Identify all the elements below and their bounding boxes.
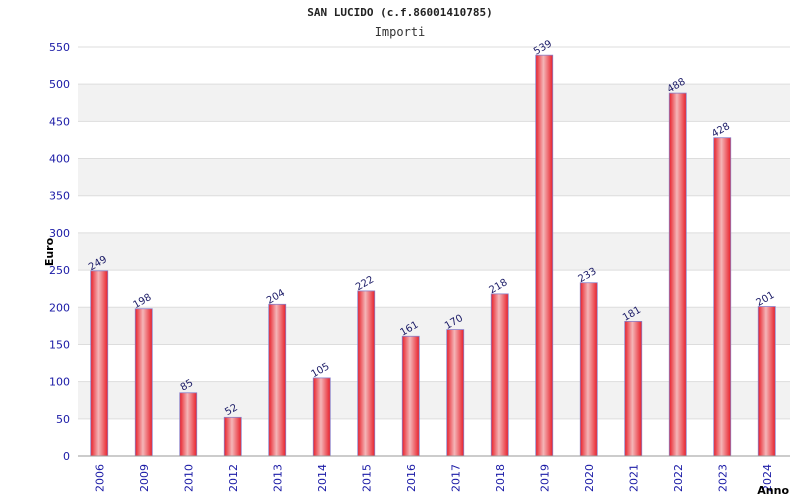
x-tick-label-2010: 2010 (182, 464, 195, 492)
chart-subtitle: Importi (374, 25, 426, 39)
y-tick-label: 350 (49, 190, 70, 203)
y-tick-label: 500 (49, 78, 70, 91)
y-tick-label: 400 (49, 153, 70, 166)
x-tick-label-2009: 2009 (138, 464, 151, 492)
data-label-2024: 201 (754, 290, 776, 309)
x-tick-label-2017: 2017 (449, 464, 462, 492)
bar-2024 (757, 306, 776, 457)
data-label-2014: 105 (309, 361, 331, 380)
data-label-2023: 428 (710, 121, 732, 140)
x-tick-label-2015: 2015 (360, 464, 373, 492)
x-tick-label-2019: 2019 (538, 464, 551, 492)
data-label-2015: 222 (354, 274, 376, 293)
chart-title: SAN LUCIDO (c.f.86001410785) (307, 6, 493, 19)
x-tick-label-2023: 2023 (716, 464, 729, 492)
x-tick-label-2021: 2021 (627, 464, 640, 492)
y-tick-label: 150 (49, 338, 70, 351)
x-tick-label-2022: 2022 (672, 464, 685, 492)
data-label-2018: 218 (487, 277, 509, 296)
bar-2012 (223, 416, 242, 457)
y-axis-label: Euro (43, 237, 56, 266)
bar-2014 (312, 377, 331, 457)
data-label-2019: 539 (532, 38, 554, 57)
data-label-2012: 52 (223, 402, 240, 418)
bar-2009 (134, 308, 153, 457)
x-tick-label-2020: 2020 (583, 464, 596, 492)
y-tick-label: 50 (56, 413, 70, 426)
bar-2018 (490, 293, 509, 457)
x-tick-label-2016: 2016 (405, 464, 418, 492)
x-tick-label-2024: 2024 (761, 464, 774, 492)
bar-2010 (179, 392, 198, 457)
bar-2021 (624, 321, 643, 457)
bar-2019 (535, 54, 554, 457)
y-tick-label: 100 (49, 376, 70, 389)
bar-2006 (90, 270, 109, 457)
x-axis-label: Anno (757, 484, 789, 497)
x-tick-label-2013: 2013 (271, 464, 284, 492)
bar-2023 (713, 137, 732, 457)
bar-2017 (446, 329, 465, 457)
y-tick-label: 200 (49, 301, 70, 314)
data-label-2013: 204 (265, 288, 287, 307)
x-tick-label-2006: 2006 (93, 464, 106, 492)
y-tick-label: 450 (49, 115, 70, 128)
bar-2013 (268, 303, 287, 457)
bar-2020 (579, 282, 598, 457)
bar-2022 (668, 92, 687, 457)
x-tick-label-2014: 2014 (316, 464, 329, 492)
x-tick-label-2012: 2012 (227, 464, 240, 492)
bar-2015 (357, 290, 376, 457)
y-tick-label: 250 (49, 264, 70, 277)
x-tick-label-2018: 2018 (494, 464, 507, 492)
y-tick-label: 300 (49, 227, 70, 240)
y-tick-label: 550 (49, 41, 70, 54)
y-tick-label: 0 (63, 450, 70, 463)
bar-2016 (401, 335, 420, 457)
